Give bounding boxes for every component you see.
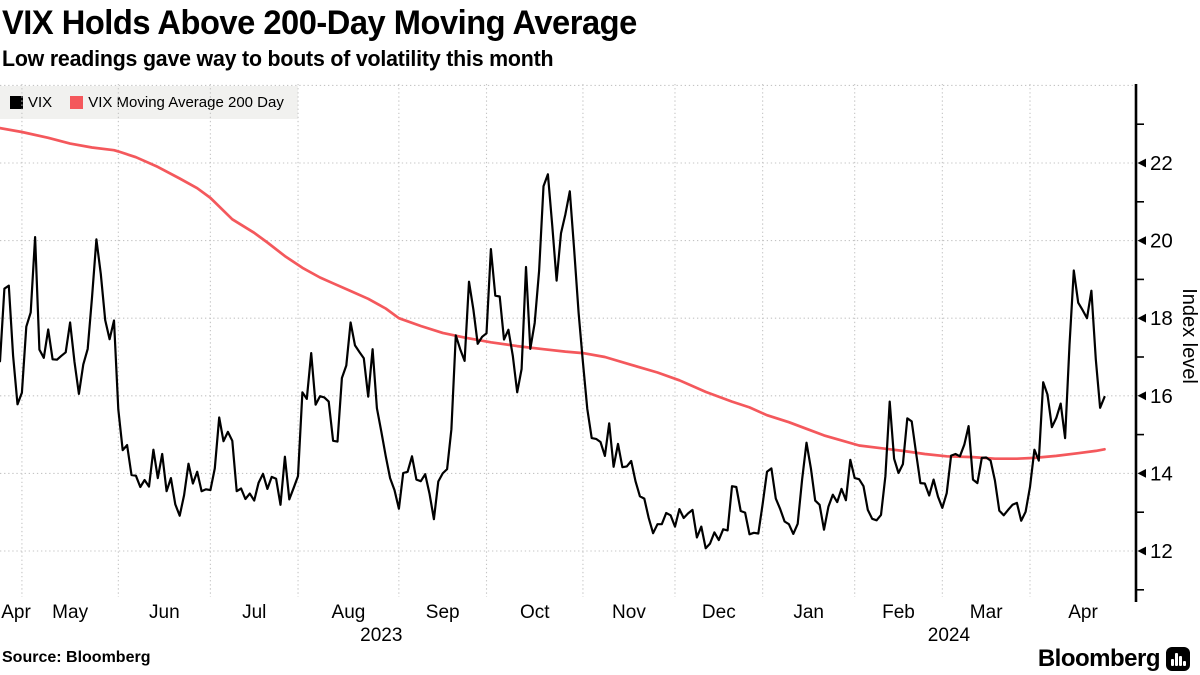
y-tick-label: 20 — [1150, 230, 1173, 253]
legend-item-ma: VIX Moving Average 200 Day — [70, 94, 284, 111]
axis-labels: 12 14 16 18 20 22 Index level Apr May Jun Jul Aug Se… — [1, 152, 1200, 646]
legend-label-ma: VIX Moving Average 200 Day — [88, 94, 284, 111]
vix-line — [0, 173, 1106, 550]
x-month-label: Feb — [882, 602, 915, 623]
x-month-label: Sep — [426, 602, 460, 623]
x-month-label: Mar — [970, 602, 1003, 623]
ma-200day-line — [0, 126, 1106, 461]
x-month-label: May — [52, 602, 88, 623]
bloomberg-logo: Bloomberg — [1038, 645, 1190, 673]
page-subtitle: Low readings gave way to bouts of volati… — [2, 46, 554, 71]
x-month-label: Dec — [702, 602, 736, 623]
y-tick-label: 14 — [1150, 462, 1173, 485]
gridlines — [0, 84, 1136, 597]
x-month-label: Jun — [149, 602, 180, 623]
source-credit: Source: Bloomberg — [2, 649, 151, 666]
y-tick-label: 22 — [1150, 152, 1173, 175]
legend-item-vix: VIX — [10, 94, 52, 111]
ma-swatch-icon — [70, 96, 84, 109]
series — [0, 126, 1106, 550]
x-month-label: Nov — [612, 602, 646, 623]
x-year-label: 2024 — [928, 625, 971, 646]
y-tick-arrow-icon — [1137, 313, 1146, 323]
y-tick-label: 16 — [1150, 385, 1173, 408]
y-axis-title: Index level — [1178, 288, 1200, 384]
x-month-label: Jan — [793, 602, 824, 623]
y-tick-arrow-icon — [1137, 469, 1146, 478]
y-tick-label: 18 — [1150, 307, 1173, 330]
x-month-label: Apr — [1, 602, 31, 623]
y-axis — [1134, 84, 1146, 602]
y-tick-arrow-icon — [1137, 391, 1146, 401]
y-tick-arrow-icon — [1137, 236, 1146, 245]
x-month-label: Oct — [520, 602, 550, 623]
y-tick-arrow-icon — [1137, 158, 1146, 168]
x-month-label: Aug — [332, 602, 366, 623]
y-tick-arrow-icon — [1137, 546, 1146, 556]
vix-swatch-icon — [10, 96, 23, 109]
legend: VIX VIX Moving Average 200 Day — [0, 86, 298, 119]
bloomberg-chart-icon — [1166, 647, 1190, 671]
bloomberg-wordmark: Bloomberg — [1037, 645, 1161, 672]
x-month-label: Jul — [242, 602, 266, 623]
x-month-label: Apr — [1068, 602, 1098, 623]
page-title: VIX Holds Above 200-Day Moving Average — [2, 4, 637, 42]
y-tick-label: 12 — [1150, 540, 1173, 563]
x-year-label: 2023 — [360, 625, 402, 646]
legend-label-vix: VIX — [28, 94, 53, 111]
